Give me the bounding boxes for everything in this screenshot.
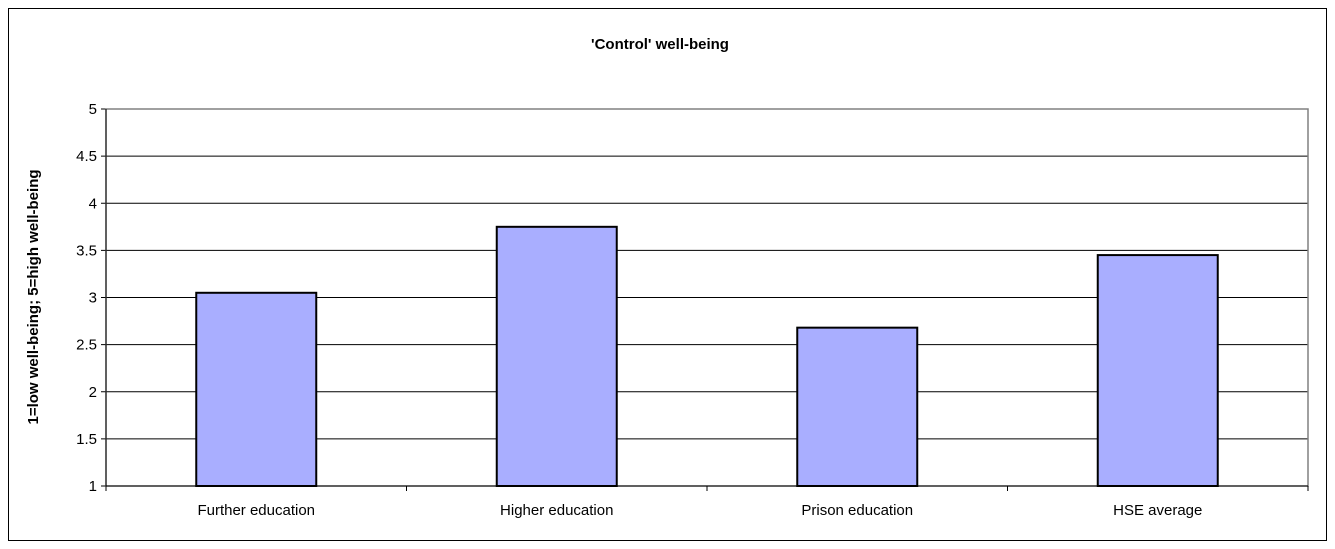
bar-higher-education (495, 225, 618, 487)
y-tick-label: 3.5 (76, 242, 97, 259)
y-axis-label: 1=low well-being; 5=high well-being (25, 169, 42, 424)
bar-hse-average (1096, 254, 1219, 487)
y-tick-label: 5 (89, 101, 97, 118)
y-tick-label: 2 (89, 384, 97, 401)
y-tick-label: 2.5 (76, 337, 97, 354)
chart-frame: 'Control' well-being 1=low well-being; 5… (8, 8, 1327, 541)
bar-chart: 'Control' well-being 1=low well-being; 5… (25, 36, 1309, 519)
x-tick-label: Higher education (500, 502, 613, 519)
y-tick-label: 4.5 (76, 148, 97, 165)
y-tick-label: 4 (89, 195, 97, 212)
bar-further-education (195, 291, 318, 487)
bar-prison-education (796, 326, 919, 487)
chart-title: 'Control' well-being (591, 36, 729, 53)
x-tick-label: HSE average (1113, 502, 1202, 519)
plot-area: 1 1.5 2 2.5 3 3.5 4 4.5 5 Further education Higher… (76, 101, 1309, 519)
y-tick-label: 1.5 (76, 431, 97, 448)
y-tick-label: 1 (89, 478, 97, 495)
y-tick-label: 3 (89, 290, 97, 307)
x-tick-label: Further education (197, 502, 315, 519)
x-tick-label: Prison education (801, 502, 913, 519)
